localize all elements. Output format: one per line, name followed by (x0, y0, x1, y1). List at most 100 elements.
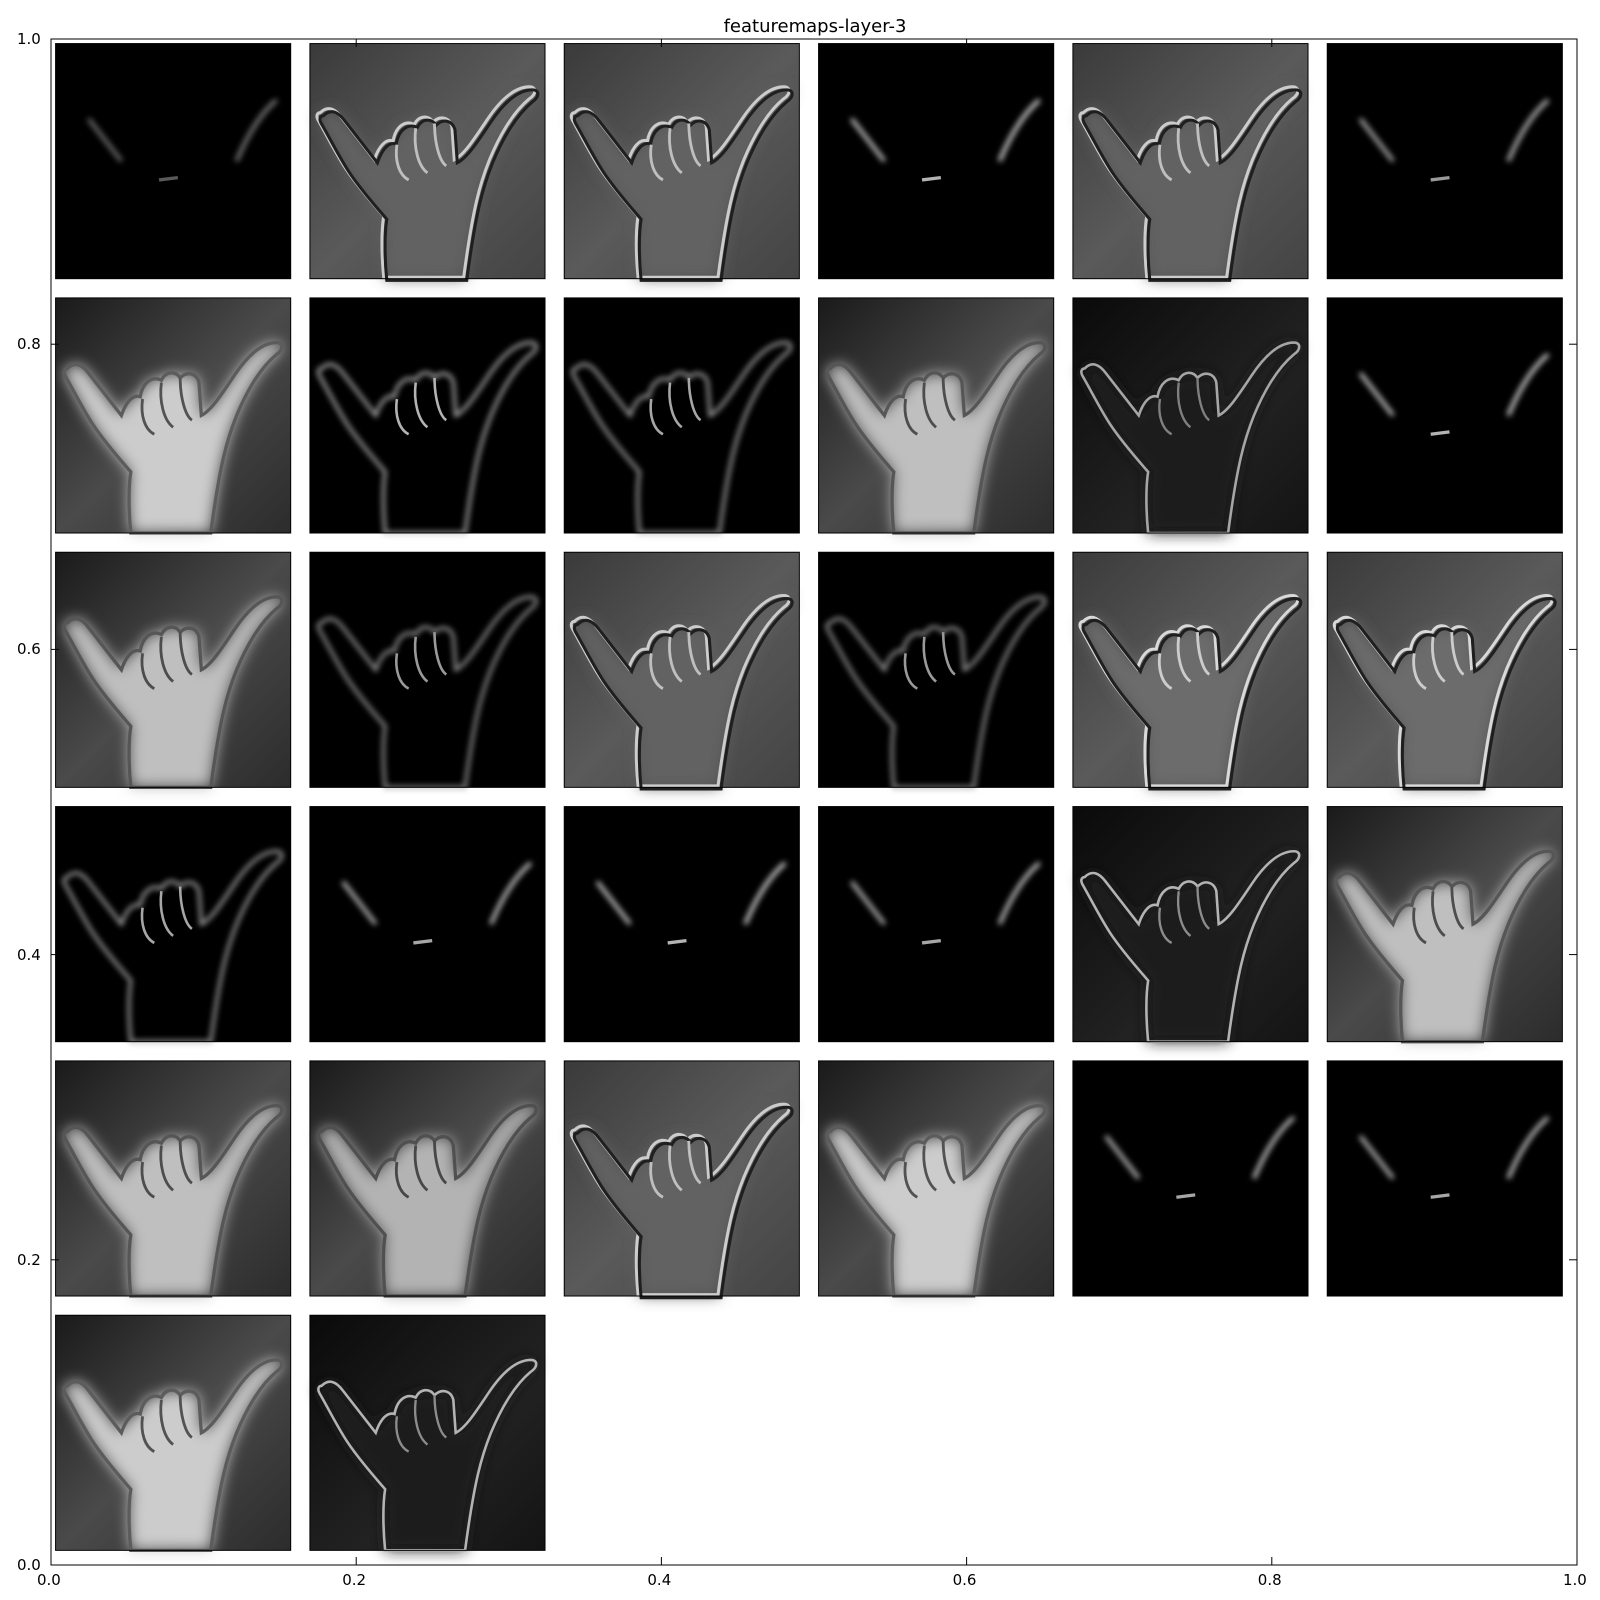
feature-map-tile (1072, 551, 1309, 791)
tile-border (1326, 297, 1563, 534)
tile-border (563, 1060, 800, 1297)
hand-edge (317, 1358, 538, 1552)
edge-stroke (1506, 1115, 1550, 1180)
finger-curl (1196, 123, 1211, 168)
feature-map-tile (1072, 43, 1309, 282)
feature-map-tile (55, 806, 292, 1044)
feature-map-tile (1326, 1060, 1563, 1297)
finger-curl (1431, 636, 1446, 683)
feature-map-tile (1072, 297, 1309, 535)
hand-shape (316, 341, 538, 535)
feature-map-tile (309, 297, 546, 535)
finger-curl (395, 653, 410, 690)
finger-curl (178, 1140, 193, 1185)
finger-curl (687, 1140, 702, 1185)
finger-curl (159, 382, 175, 429)
tile-border (55, 1060, 292, 1297)
finger-curl (140, 1416, 156, 1453)
x-tick-label: 0.8 (1257, 1571, 1282, 1589)
feature-map-tile (563, 551, 800, 791)
hand-shape (1104, 1115, 1296, 1199)
hand-shape (1358, 1115, 1550, 1199)
finger-curl (649, 1161, 664, 1199)
finger-curl (1450, 632, 1465, 676)
hand-shadow (318, 88, 540, 282)
tile-border (1326, 43, 1563, 280)
feature-map-tile (309, 1060, 546, 1298)
finger-curl (413, 128, 429, 175)
hand-edge (825, 340, 1047, 535)
y-tick-label: 0.0 (17, 1556, 41, 1574)
hand-shape (62, 849, 284, 1044)
hand-fill (827, 1105, 1045, 1297)
finger-curl (1450, 886, 1465, 931)
finger-curl (394, 144, 410, 182)
tile-border (55, 1314, 292, 1551)
finger-curl (687, 632, 702, 676)
tile-border (309, 1060, 546, 1297)
finger-curl (668, 382, 683, 429)
edge-stroke (850, 117, 886, 163)
feature-map-tile (309, 1314, 546, 1552)
hand-shape (825, 1103, 1047, 1298)
hand-shape (1358, 352, 1550, 436)
hand-fill (64, 1105, 282, 1297)
finger-curl (1158, 398, 1173, 436)
finger-curl (159, 636, 175, 683)
hand-shape (569, 85, 794, 282)
finger-curl (922, 636, 937, 683)
hand-shape (315, 85, 540, 282)
hand-shape (850, 98, 1041, 182)
feature-map-tile (309, 551, 546, 789)
hand-edge (316, 341, 538, 535)
tile-border (563, 551, 800, 788)
feature-map-tile (55, 1314, 292, 1552)
feature-map-tile (818, 1060, 1055, 1298)
tile-background (309, 552, 546, 788)
tile-border (563, 297, 800, 534)
feature-map-tile (1326, 551, 1563, 791)
feature-map-tile (563, 806, 800, 1043)
tile-border (55, 806, 292, 1043)
hand-shape (825, 340, 1047, 535)
finger-curl (395, 1416, 410, 1453)
tile-background (1327, 297, 1563, 534)
hand-edge (1334, 849, 1556, 1044)
finger-curl (649, 398, 664, 436)
finger-curl (649, 653, 664, 690)
hand-shape (825, 595, 1047, 789)
finger-curl (413, 382, 429, 429)
tile-border (309, 806, 546, 1043)
feature-map-tile (818, 297, 1055, 535)
finger-curl (159, 1399, 175, 1446)
hand-shape (317, 1358, 538, 1552)
y-tick-label: 1.0 (17, 30, 41, 48)
finger-curl (1158, 907, 1173, 944)
hand-fill (318, 1359, 537, 1551)
edge-stroke (1430, 1193, 1450, 1199)
edge-stroke (489, 861, 533, 925)
tile-background (818, 43, 1054, 279)
finger-curl (140, 907, 156, 945)
finger-curl (1196, 632, 1211, 676)
finger-curl (941, 632, 956, 676)
feature-map-tile (309, 806, 546, 1043)
finger-curl (178, 377, 193, 422)
x-tick-label: 0.0 (37, 1571, 61, 1589)
finger-curl (433, 1395, 448, 1439)
finger-curl (1176, 382, 1192, 429)
finger-curl (159, 1145, 175, 1192)
tile-border (563, 806, 800, 1043)
tile-border (818, 551, 1055, 788)
feature-map-tile (1072, 806, 1309, 1043)
tile-background (1327, 43, 1563, 279)
hand-shape (1358, 98, 1550, 182)
tile-background (309, 806, 546, 1042)
finger-curl (668, 128, 683, 175)
finger-curl (1412, 907, 1427, 945)
finger-curl (903, 398, 919, 436)
finger-curl (941, 1140, 956, 1185)
edge-stroke (667, 938, 687, 945)
tile-border (55, 43, 292, 280)
